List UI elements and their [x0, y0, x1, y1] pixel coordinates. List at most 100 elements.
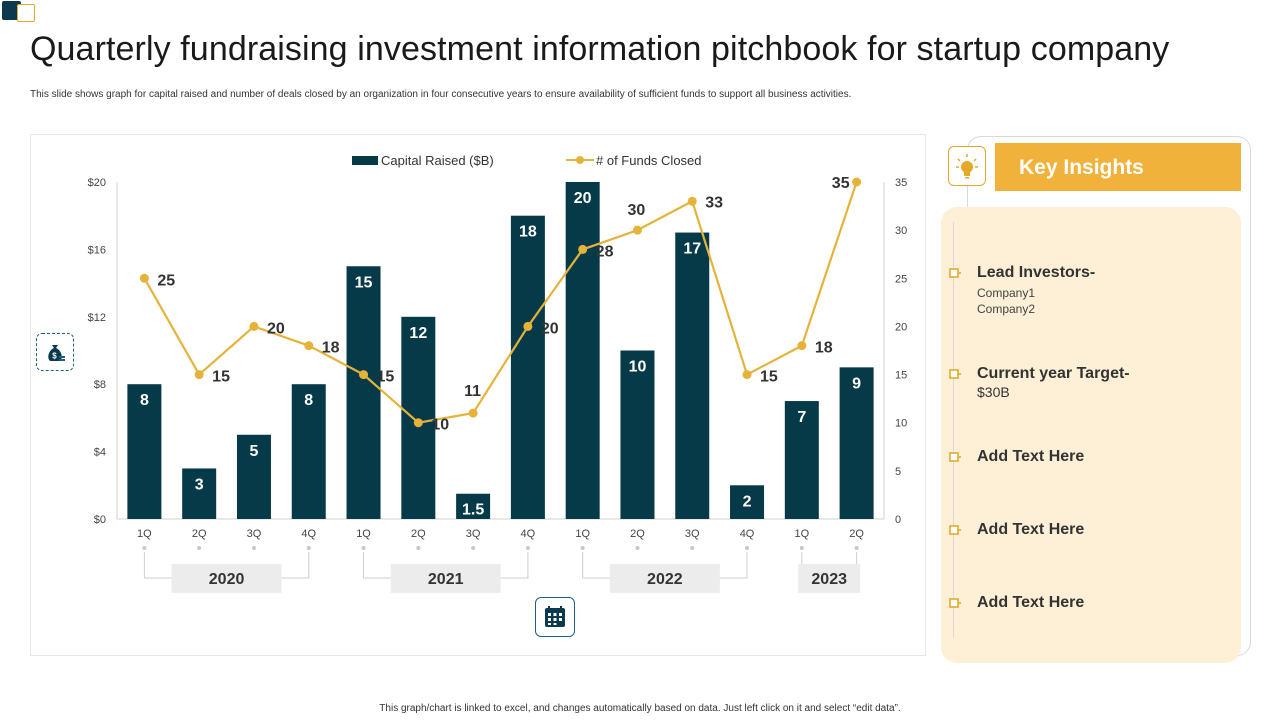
- x-tick-dot: [306, 546, 311, 550]
- line-point: [139, 273, 149, 283]
- line-value-label: 18: [322, 340, 340, 357]
- insight-heading-target: Current year Target-: [977, 365, 1130, 382]
- y-right-tick-label: 10: [895, 418, 907, 430]
- x-tick-label: 1Q: [356, 528, 371, 540]
- x-tick-label: 2Q: [192, 528, 207, 540]
- key-insights-title: Key Insights: [995, 143, 1241, 191]
- y-right-tick-label: 30: [895, 225, 907, 237]
- y-left-tick-label: $8: [94, 379, 106, 391]
- insight-heading-4: Add Text Here: [977, 521, 1085, 538]
- year-label-box: [171, 564, 282, 593]
- line-value-label: 15: [760, 369, 778, 386]
- bar: [839, 367, 874, 519]
- x-tick-dot: [745, 546, 750, 550]
- x-tick-dot: [525, 546, 530, 550]
- money-bag-icon: $: [36, 333, 74, 371]
- insight-line-company2: Company2: [977, 302, 1036, 316]
- y-left-tick-label: $20: [88, 177, 106, 189]
- insight-target-value: $30B: [977, 384, 1010, 400]
- y-right-tick-label: 35: [895, 177, 907, 189]
- x-tick-dot: [690, 546, 695, 550]
- insight-heading-5: Add Text Here: [977, 594, 1085, 611]
- svg-text:$: $: [52, 352, 57, 361]
- x-tick-dot: [471, 546, 476, 550]
- x-tick-label: 2Q: [849, 528, 864, 540]
- y-right-tick-label: 25: [895, 273, 907, 285]
- line-value-label: 15: [377, 369, 395, 386]
- line-point: [797, 341, 807, 351]
- bar-value-label: 15: [355, 274, 373, 291]
- insight-marker-2: [949, 369, 961, 379]
- bar-value-label: 7: [797, 409, 806, 426]
- line-point: [359, 370, 369, 380]
- line-value-label: 25: [157, 272, 175, 289]
- line-value-label: 15: [212, 369, 230, 386]
- bar: [620, 350, 655, 519]
- y-left-tick-label: $16: [88, 244, 106, 256]
- x-tick-dot: [197, 546, 202, 550]
- y-right-tick-label: 0: [895, 514, 901, 526]
- bar-value-label: 17: [683, 241, 701, 258]
- year-label: 2022: [647, 571, 683, 588]
- line-point: [468, 408, 478, 418]
- x-tick-label: 3Q: [247, 528, 262, 540]
- bar: [675, 232, 710, 520]
- bar: [565, 182, 600, 519]
- line-value-label: 35: [832, 175, 850, 192]
- bar: [784, 401, 819, 519]
- line-point: [413, 418, 423, 428]
- x-tick-dot: [799, 546, 804, 550]
- bar: [127, 384, 162, 519]
- insight-heading-3: Add Text Here: [977, 448, 1085, 465]
- y-right-tick-label: 20: [895, 321, 907, 333]
- legend-swatch-funds-dot: [576, 156, 584, 164]
- x-tick-dot: [142, 546, 147, 550]
- insights-timeline: [953, 222, 954, 638]
- line-point: [742, 370, 752, 380]
- line-value-label: 20: [541, 320, 559, 337]
- x-tick-label: 4Q: [301, 528, 316, 540]
- x-tick-label: 2Q: [411, 528, 426, 540]
- line-point: [578, 244, 588, 254]
- line-point: [632, 225, 642, 235]
- bar-value-label: 1.5: [462, 502, 484, 519]
- bar: [456, 493, 491, 519]
- y-right-tick-label: 15: [895, 370, 907, 382]
- line-value-label: 11: [464, 383, 481, 400]
- chart-panel: [30, 134, 926, 656]
- year-label-box: [390, 564, 501, 593]
- year-label: 2021: [428, 571, 464, 588]
- insights-panel: [941, 207, 1241, 663]
- bar-value-label: 20: [574, 190, 592, 207]
- x-tick-dot: [361, 546, 366, 550]
- line-point: [523, 321, 533, 331]
- legend-label-capital-raised: Capital Raised ($B): [381, 153, 494, 168]
- line-value-label: 20: [267, 320, 285, 337]
- insight-marker-4: [949, 525, 961, 535]
- x-tick-label: 2Q: [630, 528, 645, 540]
- bar-value-label: 8: [140, 392, 149, 409]
- footer-note: This graph/chart is linked to excel, and…: [379, 703, 901, 714]
- x-tick-label: 3Q: [685, 528, 700, 540]
- x-tick-label: 4Q: [740, 528, 755, 540]
- page-title: Quarterly fundraising investment informa…: [30, 30, 1170, 68]
- calendar-icon: [535, 597, 575, 637]
- bar-value-label: 10: [629, 359, 647, 376]
- year-label: 2023: [811, 571, 847, 588]
- bar: [346, 266, 381, 519]
- logo-square-dark: [2, 1, 21, 20]
- line-value-label: 33: [705, 194, 723, 211]
- bar-value-label: 8: [304, 392, 313, 409]
- bar: [401, 316, 436, 519]
- y-left-tick-label: $4: [94, 447, 106, 459]
- line-point: [687, 196, 697, 206]
- x-tick-label: 1Q: [794, 528, 809, 540]
- insight-marker-1: [949, 268, 961, 278]
- x-tick-dot: [854, 546, 859, 550]
- page-subtitle: This slide shows graph for capital raise…: [30, 89, 852, 100]
- bar-value-label: 18: [519, 224, 537, 241]
- year-label-box: [798, 564, 861, 593]
- line-value-label: 28: [596, 243, 614, 260]
- line-point: [249, 321, 259, 331]
